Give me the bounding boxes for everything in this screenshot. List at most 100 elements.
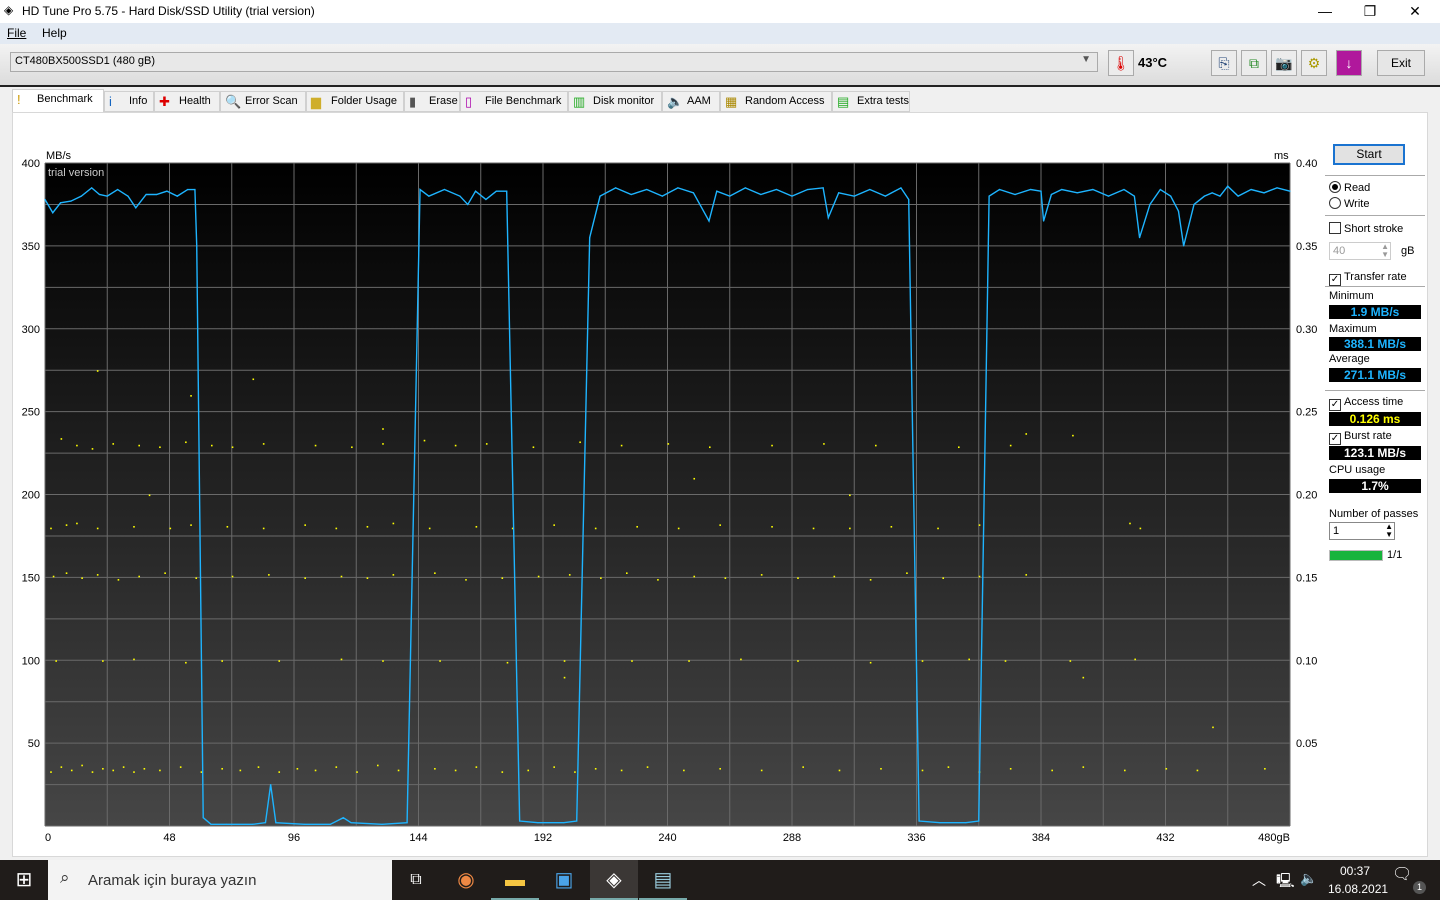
access-time-point bbox=[760, 769, 763, 772]
photos-icon[interactable]: ▣ bbox=[554, 869, 574, 891]
transfer-rate-point bbox=[1014, 193, 1016, 196]
extra-tests-icon: ▤ bbox=[837, 94, 850, 109]
access-time-point bbox=[96, 574, 99, 576]
tab-info[interactable]: i Info bbox=[104, 91, 154, 112]
read-radio[interactable]: Read bbox=[1329, 181, 1370, 194]
transfer-rate-point bbox=[303, 823, 305, 825]
speaker-icon: 🔈 bbox=[667, 94, 684, 109]
transfer-rate-point bbox=[1193, 203, 1195, 206]
radio-icon bbox=[1329, 197, 1341, 209]
y-tick-label: 100 bbox=[22, 655, 40, 667]
exit-button[interactable]: Exit bbox=[1377, 50, 1425, 76]
tab-disk-monitor[interactable]: ▥ Disk monitor bbox=[568, 91, 662, 112]
chevron-down-icon: ▼ bbox=[1081, 54, 1091, 65]
clock-time[interactable]: 00:37 bbox=[1340, 864, 1371, 878]
stroke-unit: gB bbox=[1401, 245, 1415, 257]
notifications-icon[interactable]: 🗨 bbox=[1392, 866, 1413, 883]
transfer-rate-label: Transfer rate bbox=[1344, 271, 1407, 283]
volume-icon[interactable]: 🔈 bbox=[1300, 870, 1318, 886]
chrome-icon[interactable]: ◉ bbox=[457, 869, 475, 891]
x-tick-label: 240 bbox=[658, 832, 676, 844]
read-label: Read bbox=[1344, 182, 1371, 194]
access-time-point bbox=[221, 660, 223, 662]
spinner-arrows-icon[interactable]: ▲ ▼ bbox=[1381, 242, 1389, 259]
access-time-point bbox=[553, 766, 555, 768]
y-tick-label: 200 bbox=[22, 490, 40, 502]
access-time-point bbox=[91, 448, 94, 450]
maximum-label: Maximum bbox=[1329, 323, 1377, 335]
access-time-point bbox=[231, 575, 234, 578]
maximize-button[interactable]: ❐ bbox=[1363, 3, 1377, 19]
windows-start-icon[interactable]: ⊞ bbox=[15, 869, 33, 891]
transfer-rate-point bbox=[563, 822, 565, 824]
access-time-point bbox=[1082, 766, 1085, 768]
start-button[interactable]: Start bbox=[1333, 144, 1405, 165]
options-gears-icon[interactable]: ⚙ bbox=[1301, 50, 1327, 76]
transfer-rate-point bbox=[406, 822, 408, 824]
transfer-rate-point bbox=[187, 188, 189, 191]
transfer-rate-point bbox=[822, 187, 824, 189]
copy-text-icon[interactable]: ⎘ bbox=[1211, 50, 1237, 76]
tab-folder-usage[interactable]: ▆ Folder Usage bbox=[306, 91, 404, 112]
clock-date[interactable]: 16.08.2021 bbox=[1328, 882, 1389, 896]
divider bbox=[1325, 215, 1425, 216]
transfer-rate-point bbox=[194, 188, 196, 191]
tab-aam[interactable]: 🔈 AAM bbox=[662, 91, 720, 112]
access-time-point bbox=[50, 771, 52, 773]
transfer-rate-point bbox=[467, 203, 469, 206]
transfer-rate-point bbox=[495, 190, 497, 192]
access-time-point bbox=[511, 527, 514, 530]
download-icon[interactable]: ↓ bbox=[1336, 50, 1362, 76]
access-time-checkbox[interactable]: ✓ Access time bbox=[1329, 396, 1403, 411]
transfer-rate-point bbox=[485, 198, 487, 201]
tab-erase[interactable]: ▮ Erase bbox=[404, 91, 460, 112]
x-tick-label: 480gB bbox=[1258, 832, 1290, 844]
divider bbox=[1325, 390, 1425, 391]
access-time-point bbox=[185, 661, 187, 664]
spinner-arrows-icon[interactable]: ▲ ▼ bbox=[1385, 522, 1393, 539]
stroke-size-input[interactable]: 40 ▲ ▼ bbox=[1329, 242, 1391, 260]
transfer-rate-point bbox=[52, 212, 54, 214]
transfer-rate-point bbox=[729, 195, 731, 197]
file-explorer-icon[interactable]: ▬ bbox=[491, 860, 539, 900]
copy-image-icon[interactable]: ⧉ bbox=[1241, 50, 1267, 76]
transfer-rate-point bbox=[135, 207, 137, 209]
access-time-point bbox=[760, 574, 763, 576]
cpu-usage-label: CPU usage bbox=[1329, 464, 1386, 476]
burst-rate-label: Burst rate bbox=[1344, 430, 1392, 442]
tab-health[interactable]: ✚ Health bbox=[154, 91, 220, 112]
access-time-point bbox=[434, 767, 436, 770]
tab-file-benchmark[interactable]: ▯ File Benchmark bbox=[460, 91, 568, 112]
access-time-point bbox=[257, 766, 260, 768]
passes-input[interactable]: 1 ▲ ▼ bbox=[1329, 522, 1395, 540]
short-stroke-checkbox[interactable]: Short stroke bbox=[1329, 222, 1403, 235]
access-time-point bbox=[812, 527, 815, 530]
menu-file[interactable]: File bbox=[7, 26, 27, 40]
burst-rate-checkbox[interactable]: ✓ Burst rate bbox=[1329, 430, 1392, 445]
access-time-point bbox=[921, 660, 924, 662]
drive-select[interactable]: CT480BX500SSD1 (480 gB) ▼ bbox=[10, 52, 1098, 72]
close-button[interactable]: ✕ bbox=[1409, 3, 1421, 19]
tab-label: Erase bbox=[429, 95, 458, 107]
tab-benchmark[interactable]: ! Benchmark bbox=[12, 89, 104, 113]
menu-help[interactable]: Help bbox=[42, 26, 67, 40]
tab-extra-tests[interactable]: ▤ Extra tests bbox=[832, 91, 910, 112]
access-time-point bbox=[771, 525, 773, 528]
benchmark-icon: ! bbox=[17, 92, 21, 107]
transfer-rate-point bbox=[1211, 192, 1213, 194]
minimize-button[interactable]: — bbox=[1318, 3, 1332, 19]
chevron-up-icon[interactable]: ︿ bbox=[1252, 872, 1266, 888]
tab-random-access[interactable]: ▦ Random Access bbox=[720, 91, 832, 112]
task-view-icon[interactable]: ⧉ bbox=[410, 871, 422, 888]
thermometer-icon: 🌡 bbox=[1108, 50, 1134, 76]
system-app-icon[interactable]: ▤ bbox=[639, 860, 687, 900]
network-icon[interactable]: 🖳 bbox=[1276, 872, 1295, 888]
write-radio[interactable]: Write bbox=[1329, 197, 1369, 210]
screenshot-camera-icon[interactable]: 📷 bbox=[1271, 50, 1297, 76]
hdtune-taskbar-icon[interactable]: ◈ bbox=[590, 860, 638, 900]
taskbar-search[interactable]: ⌕ Aramak için buraya yazın bbox=[48, 860, 392, 900]
tab-error-scan[interactable]: 🔍 Error Scan bbox=[220, 91, 306, 112]
transfer-rate-checkbox[interactable]: ✓ Transfer rate bbox=[1329, 271, 1407, 286]
y-tick-label: 350 bbox=[22, 241, 40, 253]
access-time-point bbox=[351, 446, 353, 449]
